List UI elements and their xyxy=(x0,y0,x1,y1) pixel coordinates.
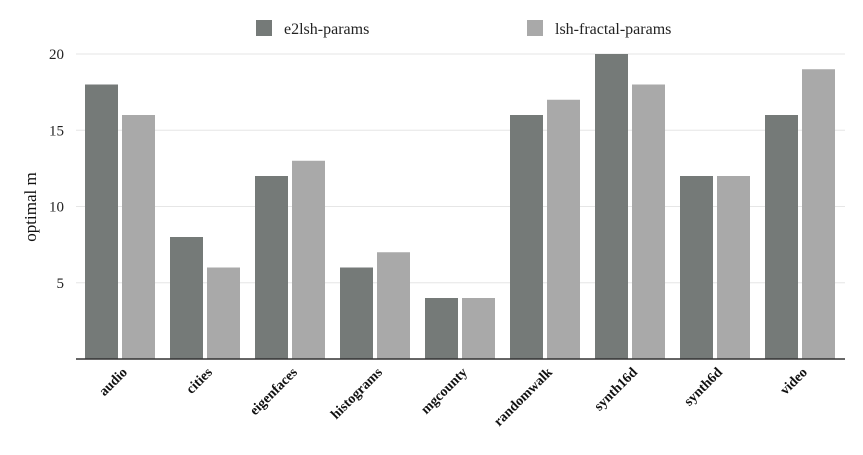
y-tick-label: 5 xyxy=(57,276,65,292)
y-tick-label: 15 xyxy=(49,123,64,139)
legend: e2lsh-params lsh-fractal-params xyxy=(256,20,671,38)
bar-lsh-fractal-params-histograms xyxy=(377,252,410,359)
bar-e2lsh-params-randomwalk xyxy=(510,115,543,359)
bar-lsh-fractal-params-eigenfaces xyxy=(292,160,325,359)
x-tick-label: histograms xyxy=(328,365,386,423)
legend-swatch xyxy=(527,20,543,36)
x-tick-label: mgcounty xyxy=(418,365,470,417)
bar-e2lsh-params-histograms xyxy=(340,267,373,359)
x-tick-label: synth16d xyxy=(592,365,641,414)
bar-e2lsh-params-mgcounty xyxy=(425,298,458,359)
legend-label: lsh-fractal-params xyxy=(555,21,671,38)
bar-e2lsh-params-video xyxy=(765,115,798,359)
bar-e2lsh-params-audio xyxy=(85,84,118,359)
bar-e2lsh-params-eigenfaces xyxy=(255,176,288,359)
bar-lsh-fractal-params-synth16d xyxy=(632,84,665,359)
legend-swatch xyxy=(256,20,272,36)
bar-e2lsh-params-synth6d xyxy=(680,176,713,359)
bar-lsh-fractal-params-randomwalk xyxy=(547,99,580,359)
bar-lsh-fractal-params-mgcounty xyxy=(462,298,495,359)
x-tick-label: synth6d xyxy=(682,365,726,409)
bar-lsh-fractal-params-audio xyxy=(122,115,155,359)
x-tick-labels: audio cities eigenfaces histograms mgcounty r… xyxy=(97,365,811,430)
gridlines xyxy=(76,53,845,284)
y-axis-label: optimal m xyxy=(21,172,40,241)
bars xyxy=(85,54,835,359)
x-tick-label: eigenfaces xyxy=(247,365,301,419)
y-tick-label: 10 xyxy=(49,200,64,216)
bar-lsh-fractal-params-synth6d xyxy=(717,176,750,359)
x-tick-label: randomwalk xyxy=(491,365,556,430)
bar-lsh-fractal-params-cities xyxy=(207,267,240,359)
legend-label: e2lsh-params xyxy=(284,21,369,38)
x-tick-label: cities xyxy=(184,365,216,397)
y-tick-label: 20 xyxy=(49,47,64,63)
bar-lsh-fractal-params-video xyxy=(802,69,835,359)
x-tick-label: video xyxy=(778,365,811,398)
bar-e2lsh-params-synth16d xyxy=(595,54,628,359)
x-tick-label: audio xyxy=(97,365,131,399)
bar-e2lsh-params-cities xyxy=(170,237,203,359)
y-tick-labels: 5 10 15 20 xyxy=(49,47,64,292)
